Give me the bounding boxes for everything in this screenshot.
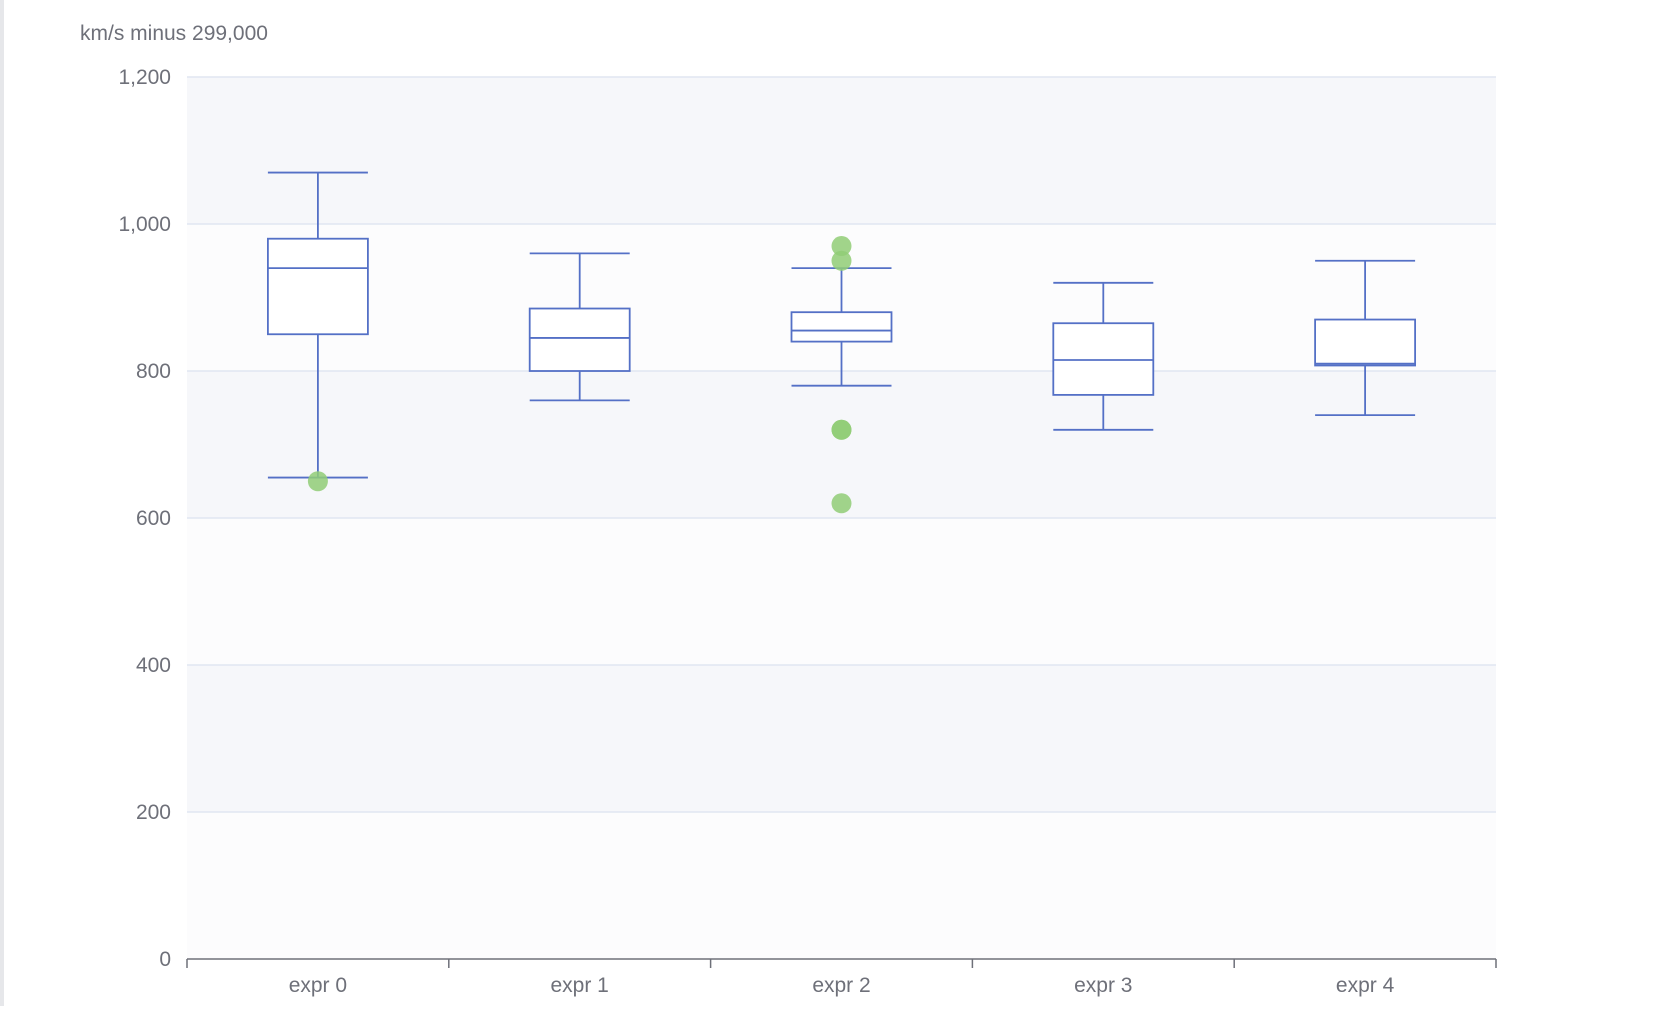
y-tick-label: 400: [136, 654, 171, 677]
box-plot-3: [1052, 281, 1155, 431]
x-axis: expr 0 expr 1 expr 2 expr 3 expr 4: [186, 958, 1497, 997]
background-band: [187, 812, 1496, 959]
y-axis-label: km/s minus 299,000: [80, 22, 268, 45]
y-tick-label: 800: [136, 360, 171, 383]
box-iqr: [1052, 322, 1155, 396]
x-tick-label: expr 4: [1336, 974, 1395, 997]
box-iqr: [790, 311, 893, 343]
y-axis: 0 200 400 600 800 1,000 1,200: [118, 66, 171, 971]
outlier-point: [831, 493, 852, 514]
x-tick-label: expr 3: [1074, 974, 1132, 997]
box-plot-2: [790, 267, 893, 387]
y-tick-label: 1,000: [118, 213, 171, 236]
y-tick-label: 200: [136, 801, 171, 824]
background-band: [187, 77, 1496, 224]
outlier-point: [831, 250, 852, 271]
outlier-point: [831, 236, 852, 257]
x-tick-label: expr 2: [812, 974, 870, 997]
y-tick-label: 1,200: [118, 66, 171, 89]
outlier-series: [307, 236, 852, 514]
box-series: [266, 171, 1416, 479]
y-tick-label: 600: [136, 507, 171, 530]
box-plot-0: [266, 171, 369, 479]
background-band: [187, 518, 1496, 665]
box-plot-1: [528, 252, 631, 402]
x-tick-label: expr 0: [289, 974, 347, 997]
outlier-point: [831, 419, 852, 440]
box-plot-4: [1314, 259, 1416, 417]
box-iqr: [528, 307, 631, 372]
box-iqr: [1314, 318, 1416, 367]
outlier-point: [307, 471, 328, 492]
left-edge-border: [0, 0, 4, 1006]
box-iqr: [266, 237, 369, 336]
background-band: [187, 665, 1496, 812]
x-tick-label: expr 1: [551, 974, 609, 997]
y-tick-label: 0: [159, 948, 171, 971]
